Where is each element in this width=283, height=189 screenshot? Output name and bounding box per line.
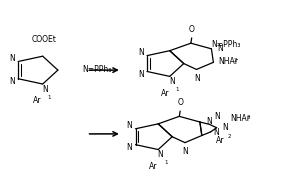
Text: N: N <box>222 123 228 132</box>
Text: 2: 2 <box>228 134 231 139</box>
Text: N: N <box>213 128 218 137</box>
Text: N=PPh₃: N=PPh₃ <box>82 65 111 74</box>
Text: Ar: Ar <box>149 162 158 171</box>
Text: Ar: Ar <box>33 96 41 105</box>
Text: N: N <box>194 74 200 83</box>
Text: 1: 1 <box>164 160 168 165</box>
Text: 2: 2 <box>234 58 237 63</box>
Text: 1: 1 <box>176 87 179 92</box>
Text: NHAr: NHAr <box>218 57 239 66</box>
Text: N: N <box>215 112 220 121</box>
Text: N: N <box>206 117 212 126</box>
Text: COOEt: COOEt <box>32 35 57 44</box>
Text: N: N <box>158 150 164 159</box>
Text: N=PPh₃: N=PPh₃ <box>212 40 241 49</box>
Text: Ar: Ar <box>161 89 169 98</box>
Text: N: N <box>138 48 143 57</box>
Text: N: N <box>183 147 188 156</box>
Text: 3: 3 <box>246 115 250 120</box>
Text: N: N <box>9 77 15 86</box>
Text: N: N <box>218 44 223 53</box>
Text: 1: 1 <box>48 95 51 100</box>
Text: N: N <box>138 70 143 79</box>
Text: N: N <box>169 77 175 86</box>
Text: N: N <box>42 84 48 94</box>
Text: Ar: Ar <box>216 136 225 145</box>
Text: N: N <box>126 121 132 130</box>
Text: N: N <box>126 143 132 152</box>
Text: NHAr: NHAr <box>231 114 250 123</box>
Text: N: N <box>9 54 15 63</box>
Text: O: O <box>177 98 183 107</box>
Text: O: O <box>189 25 195 34</box>
